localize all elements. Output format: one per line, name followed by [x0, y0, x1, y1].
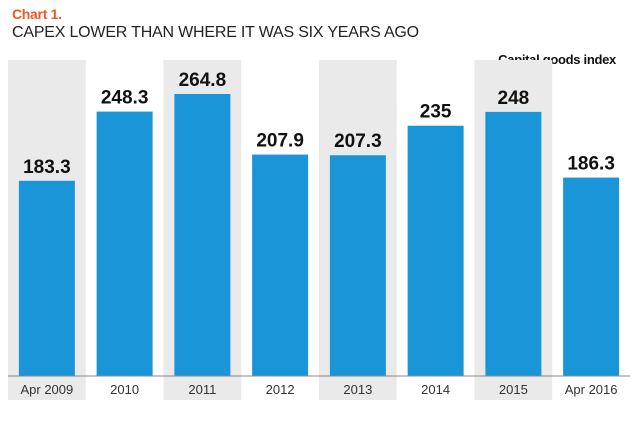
- bar-value-label: 248: [498, 88, 530, 109]
- chart-number-label: Chart 1.: [12, 6, 62, 22]
- bar-value-label: 186.3: [567, 154, 615, 175]
- x-tick-label: 2010: [110, 382, 139, 397]
- bar: [485, 111, 542, 376]
- bar: [18, 180, 75, 376]
- bar-value-label: 183.3: [23, 157, 71, 178]
- bar: [252, 154, 309, 376]
- x-tick-label: 2011: [188, 382, 216, 397]
- x-tick-label: 2012: [266, 382, 295, 397]
- x-tick-label: Apr 2009: [20, 382, 73, 397]
- bar-value-label: 264.8: [179, 70, 227, 91]
- bar-value-label: 235: [420, 102, 452, 123]
- bar-value-label: 248.3: [101, 88, 149, 109]
- bar-value-label: 207.3: [334, 131, 382, 152]
- bar: [329, 155, 386, 376]
- bar: [174, 94, 231, 376]
- bar: [407, 125, 464, 376]
- x-tick-label: 2014: [421, 382, 450, 397]
- bar-value-label: 207.9: [256, 131, 304, 152]
- x-tick-label: 2015: [499, 382, 528, 397]
- x-tick-label: Apr 2016: [565, 382, 618, 397]
- chart-title: CAPEX LOWER THAN WHERE IT WAS SIX YEARS …: [12, 24, 419, 41]
- x-tick-label: 2013: [343, 382, 372, 397]
- bar: [96, 111, 153, 377]
- bar: [563, 177, 620, 376]
